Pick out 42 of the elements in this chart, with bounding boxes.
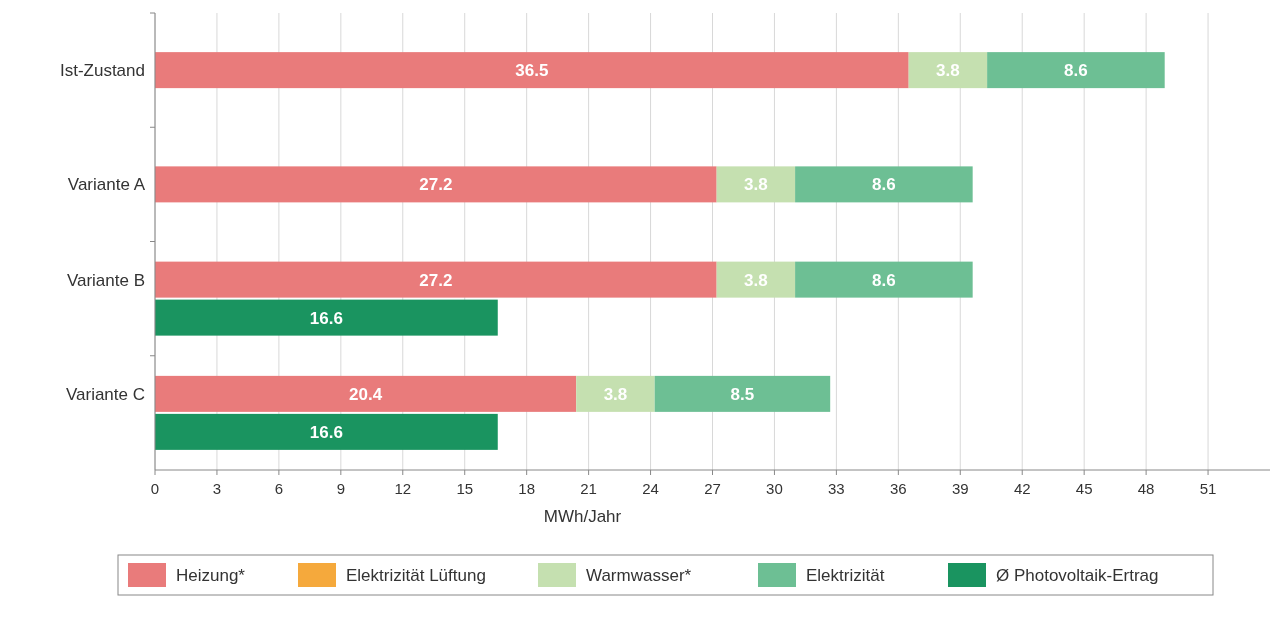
x-tick-label: 36: [889, 480, 907, 497]
x-tick-label: 24: [642, 480, 659, 497]
x-tick-label: 21: [580, 480, 597, 497]
x-tick-label: 42: [1013, 480, 1031, 497]
y-tick-label: Variante C: [65, 384, 145, 404]
x-tick-label: 39: [951, 480, 969, 497]
x-tick-label: 0: [150, 480, 160, 497]
data-label: 8.5: [730, 384, 755, 404]
data-label: 16.6: [309, 308, 343, 328]
legend-label: Warmwasser*: [586, 566, 692, 585]
legend-label: Heizung*: [176, 566, 246, 585]
x-tick-label: 27: [704, 480, 721, 497]
legend-label: Ø Photovoltaik-Ertrag: [996, 566, 1159, 585]
data-label: 3.8: [744, 175, 768, 195]
data-label: 8.6: [872, 270, 896, 290]
x-tick-label: 6: [274, 480, 284, 497]
x-tick-label: 51: [1199, 480, 1217, 497]
x-tick-label: 18: [518, 480, 536, 497]
legend-label: Elektrizität: [806, 566, 885, 585]
data-label: 3.8: [744, 270, 768, 290]
y-tick-label: Ist-Zustand: [59, 61, 145, 81]
y-tick-label: Variante B: [66, 270, 145, 290]
data-label: 3.8: [936, 61, 960, 81]
x-tick-label: 9: [336, 480, 346, 497]
data-label: 20.4: [349, 384, 383, 404]
data-label: 27.2: [419, 175, 453, 195]
data-label: 3.8: [603, 384, 628, 404]
data-label: 8.6: [872, 175, 896, 195]
x-tick-label: 12: [394, 480, 412, 497]
x-tick-label: 33: [828, 480, 845, 497]
y-tick-label: Variante A: [67, 175, 146, 195]
legend-label: Elektrizität Lüftung: [346, 566, 486, 585]
x-axis-title: MWh/Jahr: [543, 507, 622, 526]
data-label: 16.6: [309, 422, 343, 442]
x-tick-label: 3: [212, 480, 222, 497]
data-label: 36.5: [515, 61, 549, 81]
x-tick-label: 48: [1137, 480, 1155, 497]
x-tick-label: 45: [1075, 480, 1093, 497]
x-tick-label: 15: [456, 480, 474, 497]
x-tick-label: 30: [766, 480, 783, 497]
data-label: 8.6: [1064, 61, 1088, 81]
data-label: 27.2: [419, 270, 453, 290]
